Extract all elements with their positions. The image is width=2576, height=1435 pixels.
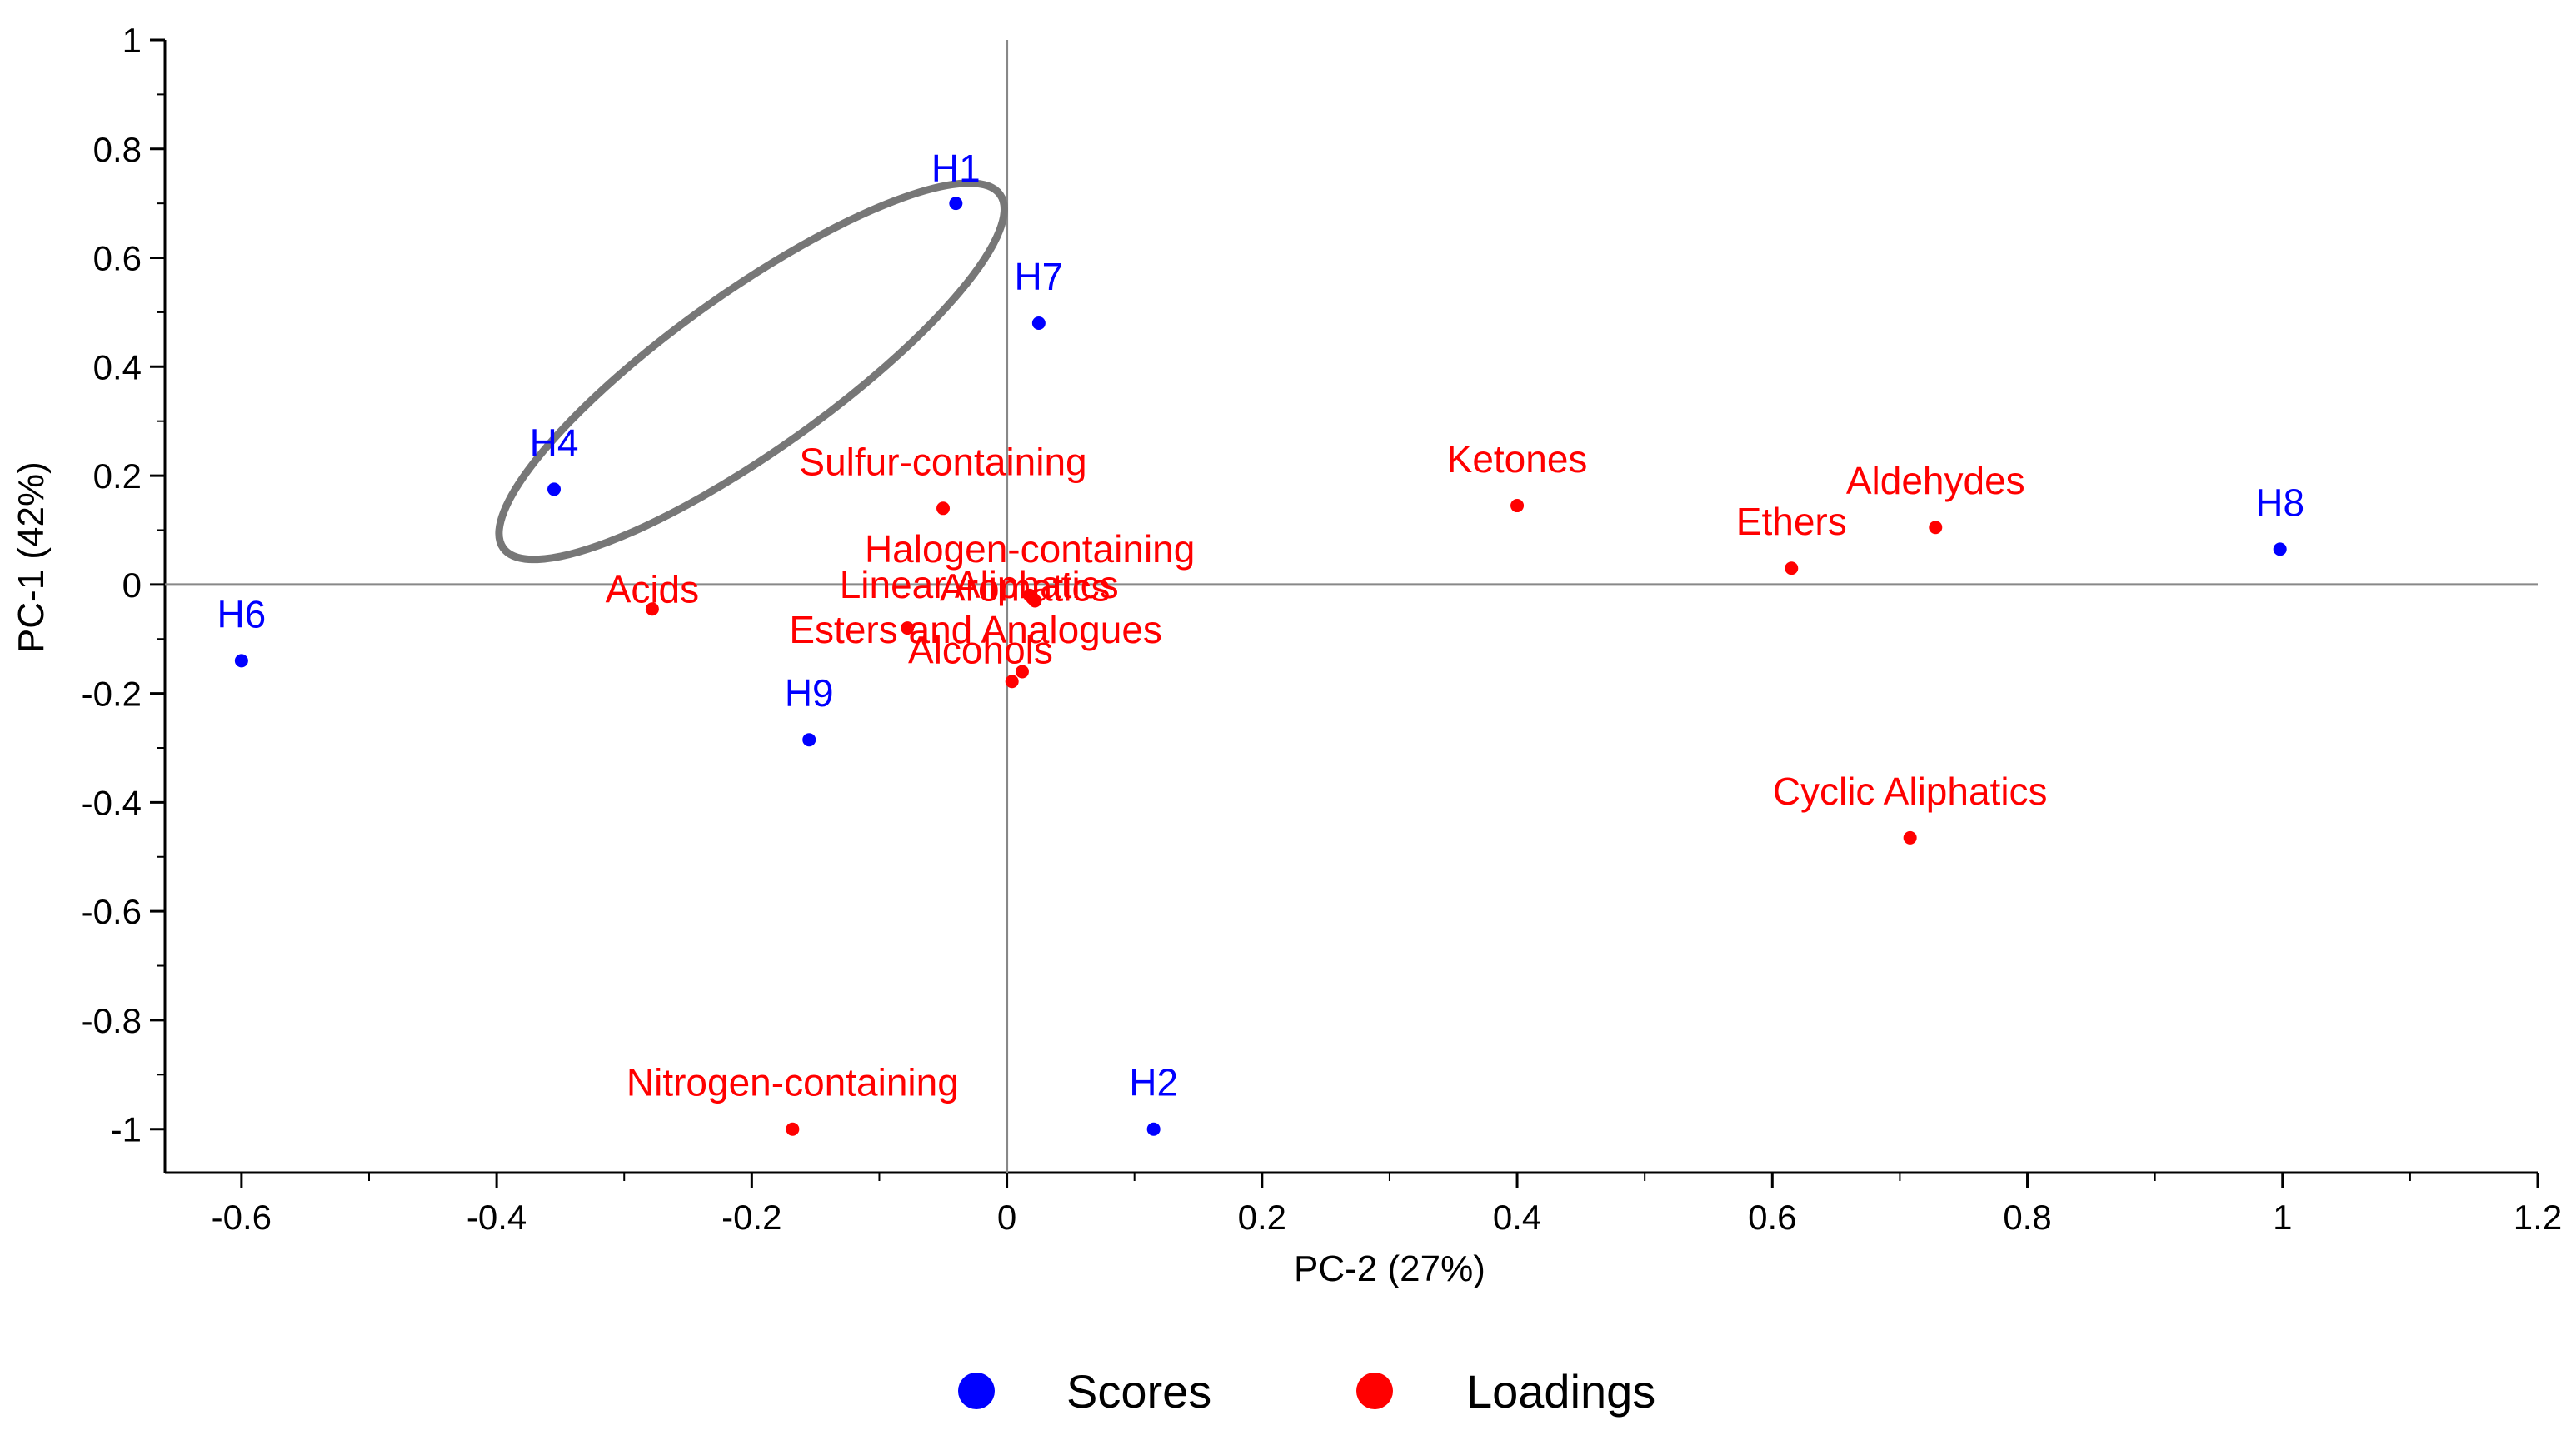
loading-label-sulfur-containing: Sulfur-containing <box>799 440 1086 483</box>
score-point-h2 <box>1146 1122 1161 1136</box>
x-tick-label: -0.2 <box>721 1198 781 1237</box>
loading-label-aldehydes: Aldehydes <box>1846 459 2025 502</box>
loading-point-ethers <box>1785 561 1799 575</box>
loading-label-alcohols: Alcohols <box>908 628 1053 671</box>
score-point-h9 <box>802 733 816 747</box>
loading-label-nitrogen-containing: Nitrogen-containing <box>627 1061 959 1104</box>
score-label-h9: H9 <box>785 671 834 715</box>
score-label-h4: H4 <box>530 421 579 464</box>
x-tick-label: 0.2 <box>1238 1198 1286 1237</box>
y-tick-label: 0.2 <box>93 456 142 496</box>
loading-point-alcohols <box>1015 665 1029 679</box>
y-tick-label: 0.4 <box>93 347 142 386</box>
axes: -0.6 -0.4 -0.2 0 0.2 0.4 0.6 0.8 1 1.2 1 0.8 0.6 0.4 0… <box>11 21 2562 1289</box>
y-tick-label: -0.8 <box>82 1001 142 1040</box>
x-tick-label: 1 <box>2273 1198 2292 1237</box>
y-tick-label: -0.6 <box>82 892 142 931</box>
y-tick-label: 0 <box>122 566 142 605</box>
legend-marker-loadings <box>1356 1373 1393 1409</box>
score-point-h6 <box>234 654 248 668</box>
y-axis-title: PC-1 (42%) <box>11 461 52 653</box>
legend-label-loadings: Loadings <box>1466 1365 1655 1418</box>
loading-label-ethers: Ethers <box>1736 500 1847 543</box>
y-tick-label: -0.4 <box>82 783 142 822</box>
loading-point-ketones <box>1510 499 1525 513</box>
x-tick-label: -0.6 <box>212 1198 272 1237</box>
cluster-ellipse <box>495 179 1008 564</box>
loading-point-esters-and-analogues <box>901 621 915 635</box>
loading-point-alcohol-2 <box>1005 675 1019 689</box>
score-label-h8: H8 <box>2255 481 2304 524</box>
x-tick-label: 0 <box>997 1198 1016 1237</box>
loading-label-linear-aliphatics: Linear Aliphatics <box>840 563 1119 606</box>
x-axis-title: PC-2 (27%) <box>1294 1248 1485 1289</box>
loading-point-sulfur-containing <box>936 501 951 516</box>
loading-label-cyclic-aliphatics: Cyclic Aliphatics <box>1773 770 2048 813</box>
loading-point-cyclic-aliphatics <box>1903 830 1917 845</box>
y-tick-label: 0.6 <box>93 239 142 278</box>
score-point-h1 <box>949 197 963 211</box>
y-tick-label: 0.8 <box>93 130 142 169</box>
y-tick-label: -1 <box>111 1110 142 1149</box>
legend: Scores Loadings <box>958 1365 1655 1418</box>
x-tick-label: 0.8 <box>2003 1198 2051 1237</box>
y-tick-label: -0.2 <box>82 675 142 714</box>
loading-label-aromatics: Aromatics <box>940 566 1110 609</box>
loading-label-esters-and-analogues: Esters and Analogues <box>789 608 1162 651</box>
loading-point-aromatics <box>1028 594 1042 608</box>
x-tick-label: -0.4 <box>467 1198 527 1237</box>
loading-label-acids: Acids <box>606 567 699 610</box>
loading-point-aldehydes <box>1929 521 1943 535</box>
x-tick-label: 1.2 <box>2514 1198 2562 1237</box>
loading-label-ketones: Ketones <box>1447 437 1588 481</box>
loading-point-acids <box>645 602 659 616</box>
x-tick-label: 0.6 <box>1748 1198 1796 1237</box>
score-point-h4 <box>547 482 562 496</box>
legend-label-scores: Scores <box>1066 1365 1211 1418</box>
score-label-h1: H1 <box>931 147 981 190</box>
score-label-h6: H6 <box>217 592 266 635</box>
annotations <box>495 179 1008 564</box>
score-label-h2: H2 <box>1129 1061 1178 1104</box>
loading-point-nitrogen-containing <box>786 1122 800 1136</box>
y-tick-label: 1 <box>122 21 142 60</box>
point-labels: H1 H7 H4 H8 H6 H9 H2 Sulfur-containing Ketones Al… <box>217 147 2304 1104</box>
score-label-h7: H7 <box>1014 255 1063 298</box>
score-point-h7 <box>1031 316 1046 330</box>
data-points <box>234 197 2287 1136</box>
x-tick-label: 0.4 <box>1493 1198 1541 1237</box>
score-point-h8 <box>2273 542 2287 556</box>
loading-label-halogen-containing: Halogen-containing <box>865 527 1195 571</box>
legend-marker-scores <box>958 1373 995 1409</box>
